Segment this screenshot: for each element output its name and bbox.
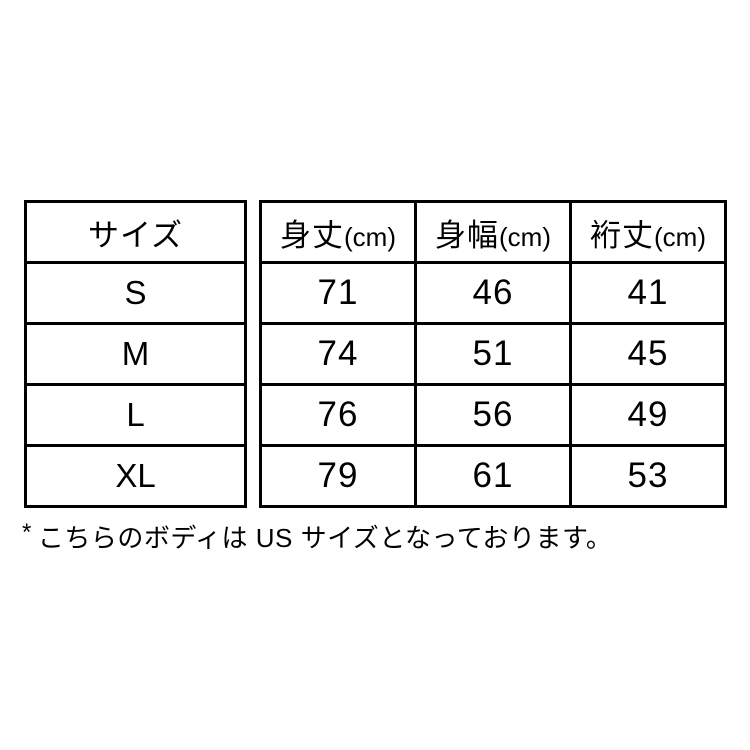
size-cell-l: L [24, 383, 247, 447]
header-body-width: 身幅(cm) [414, 200, 572, 264]
value-cell: 46 [414, 261, 572, 325]
value-cell: 49 [569, 383, 727, 447]
table-row: L [24, 383, 247, 447]
value-cell: 56 [414, 383, 572, 447]
table-row: S [24, 261, 247, 325]
size-cell-xl: XL [24, 444, 247, 508]
header-row: 身丈(cm) 身幅(cm) 裄丈(cm) [259, 200, 727, 264]
value-cell: 74 [259, 322, 417, 386]
header-size-label: サイズ [87, 217, 184, 253]
table-row: 71 46 41 [259, 261, 727, 325]
table-row: M [24, 322, 247, 386]
size-cell-m: M [24, 322, 247, 386]
footnote-text: こちらのボディは US サイズとなっております。 [37, 523, 613, 553]
footnote-asterisk: * [22, 519, 32, 546]
value-cell: 61 [414, 444, 572, 508]
value-cell: 76 [259, 383, 417, 447]
value-cell: 79 [259, 444, 417, 508]
header-body-length-kanji: 身丈 [280, 217, 344, 253]
table-row: 74 51 45 [259, 322, 727, 386]
table-row: 79 61 53 [259, 444, 727, 508]
header-sleeve-length: 裄丈(cm) [569, 200, 727, 264]
footnote: * こちらのボディは US サイズとなっております。 [22, 518, 612, 555]
value-cell: 51 [414, 322, 572, 386]
header-body-length: 身丈(cm) [259, 200, 417, 264]
size-chart: サイズ S M L XL 身丈(cm) 身幅(cm) 裄丈(cm) 7 [24, 200, 727, 508]
header-body-width-unit: (cm) [499, 221, 551, 252]
table-row: 76 56 49 [259, 383, 727, 447]
header-row: サイズ [24, 200, 247, 264]
header-body-width-kanji: 身幅 [435, 217, 499, 253]
size-column-table: サイズ S M L XL [24, 200, 247, 508]
value-cell: 45 [569, 322, 727, 386]
value-cell: 41 [569, 261, 727, 325]
value-cell: 71 [259, 261, 417, 325]
header-sleeve-length-kanji: 裄丈 [590, 217, 654, 253]
header-body-length-unit: (cm) [344, 221, 396, 252]
measurements-table: 身丈(cm) 身幅(cm) 裄丈(cm) 71 46 41 74 51 45 7… [259, 200, 727, 508]
header-size: サイズ [24, 200, 247, 264]
size-cell-s: S [24, 261, 247, 325]
header-sleeve-length-unit: (cm) [654, 221, 706, 252]
table-row: XL [24, 444, 247, 508]
value-cell: 53 [569, 444, 727, 508]
